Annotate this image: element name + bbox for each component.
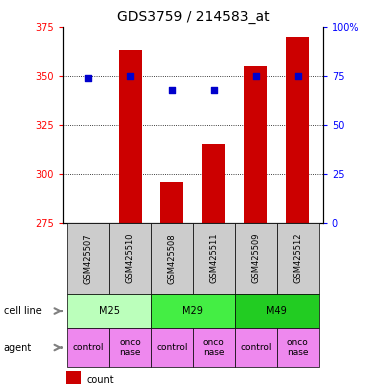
- Bar: [66, 371, 81, 384]
- FancyBboxPatch shape: [277, 328, 319, 367]
- FancyBboxPatch shape: [109, 223, 151, 294]
- Text: GSM425512: GSM425512: [293, 233, 302, 283]
- FancyBboxPatch shape: [151, 223, 193, 294]
- Point: [253, 73, 259, 79]
- Text: GSM425507: GSM425507: [84, 233, 93, 283]
- FancyBboxPatch shape: [67, 294, 151, 328]
- Bar: [161, 182, 184, 223]
- Text: GSM425509: GSM425509: [251, 233, 260, 283]
- Text: onco
nase: onco nase: [287, 338, 309, 357]
- Point: [169, 86, 175, 93]
- FancyBboxPatch shape: [67, 328, 109, 367]
- FancyBboxPatch shape: [235, 294, 319, 328]
- Point: [211, 86, 217, 93]
- Text: count: count: [86, 375, 114, 384]
- FancyBboxPatch shape: [193, 328, 235, 367]
- FancyBboxPatch shape: [151, 328, 193, 367]
- Text: control: control: [72, 343, 104, 352]
- FancyBboxPatch shape: [235, 328, 277, 367]
- FancyBboxPatch shape: [235, 223, 277, 294]
- Point: [295, 73, 301, 79]
- Text: onco
nase: onco nase: [203, 338, 225, 357]
- FancyBboxPatch shape: [109, 328, 151, 367]
- Bar: [202, 144, 226, 223]
- Text: GSM425511: GSM425511: [209, 233, 219, 283]
- FancyBboxPatch shape: [67, 223, 109, 294]
- FancyBboxPatch shape: [277, 223, 319, 294]
- Text: onco
nase: onco nase: [119, 338, 141, 357]
- Text: GSM425508: GSM425508: [167, 233, 177, 283]
- FancyBboxPatch shape: [193, 223, 235, 294]
- Point: [127, 73, 133, 79]
- Text: cell line: cell line: [4, 306, 42, 316]
- Text: agent: agent: [4, 343, 32, 353]
- Text: control: control: [156, 343, 188, 352]
- Bar: [119, 50, 142, 223]
- Title: GDS3759 / 214583_at: GDS3759 / 214583_at: [116, 10, 269, 25]
- Text: M29: M29: [183, 306, 203, 316]
- Point: [85, 75, 91, 81]
- FancyBboxPatch shape: [151, 294, 235, 328]
- Bar: [244, 66, 267, 223]
- Text: GSM425510: GSM425510: [126, 233, 135, 283]
- Bar: [286, 37, 309, 223]
- Text: control: control: [240, 343, 272, 352]
- Text: M25: M25: [99, 306, 119, 316]
- Text: M49: M49: [266, 306, 287, 316]
